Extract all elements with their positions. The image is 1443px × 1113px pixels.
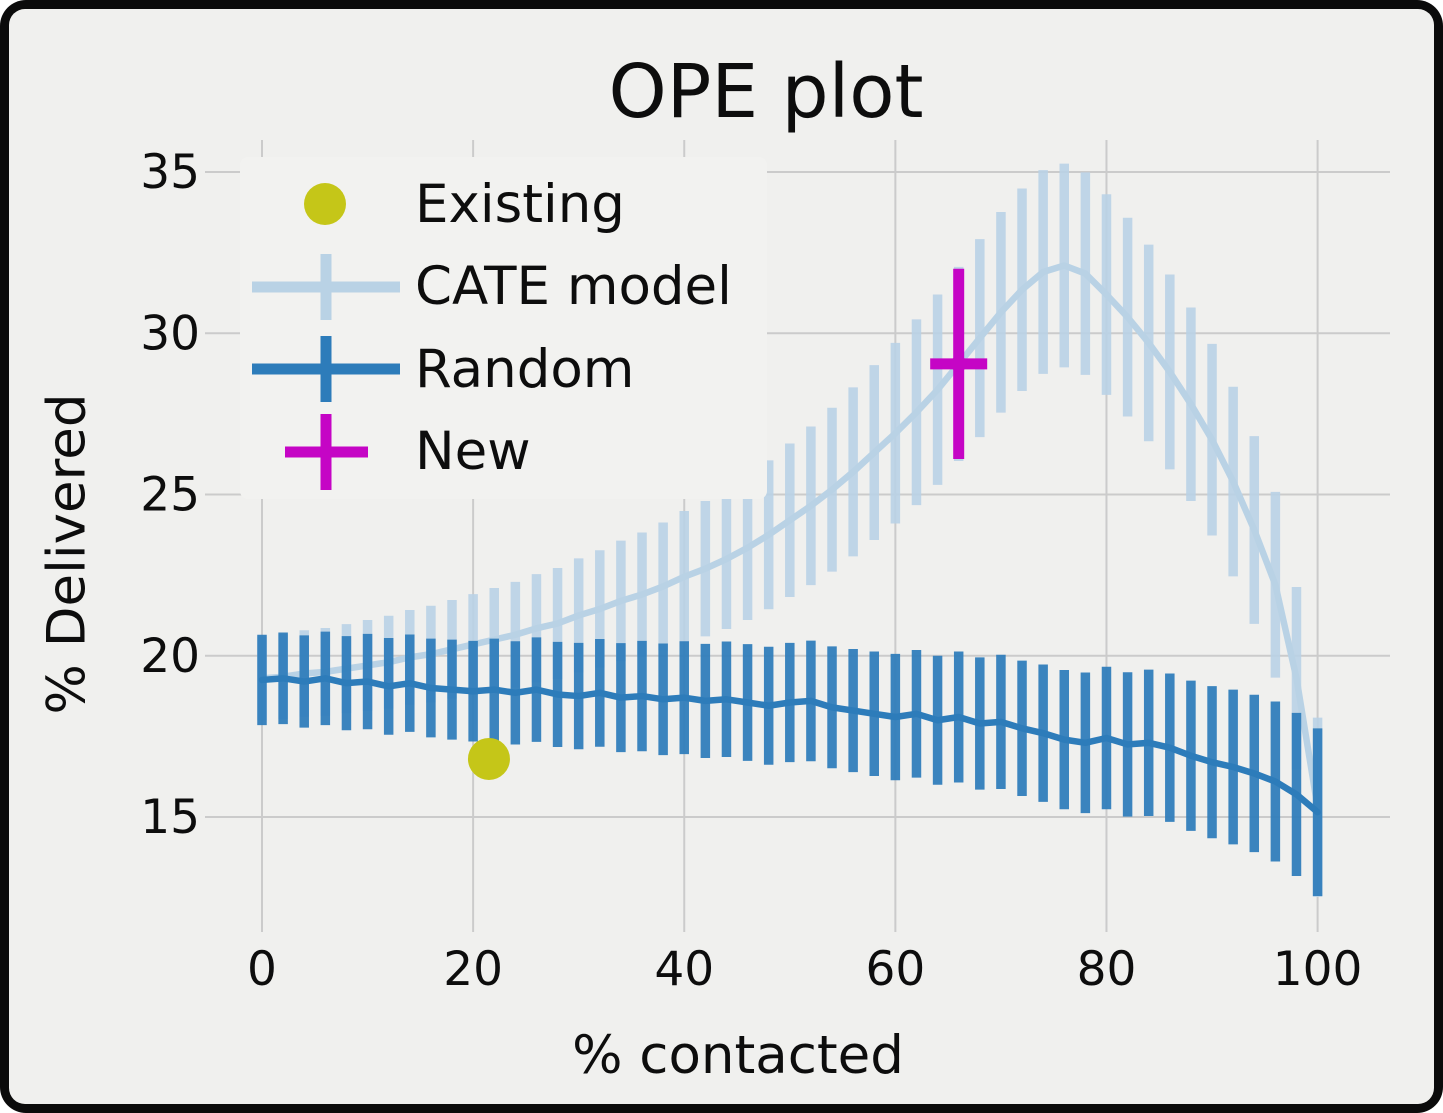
new-point-group xyxy=(930,268,988,460)
legend-item-existing: Existing xyxy=(240,164,767,244)
y-tick-label: 15 xyxy=(140,790,200,845)
y-tick-label: 30 xyxy=(140,306,200,361)
new-point xyxy=(950,355,967,372)
legend: Existing CATE model Random xyxy=(240,157,767,499)
x-tick-label: 0 xyxy=(247,942,277,997)
x-tick-label: 40 xyxy=(654,942,714,997)
existing-marker-icon xyxy=(304,183,346,226)
random-marker-icon xyxy=(252,336,400,403)
figure-background: 15 20 25 30 35 0 20 40 60 80 100 OPE plot % contac… xyxy=(9,9,1434,1104)
legend-label-random: Random xyxy=(415,338,635,400)
cate-model-marker-icon xyxy=(252,253,400,320)
random-line xyxy=(258,675,1321,816)
legend-item-new: New xyxy=(240,412,767,492)
x-tick-label: 100 xyxy=(1273,942,1363,997)
y-tick-label: 35 xyxy=(140,145,200,200)
tick-labels: 15 20 25 30 35 0 20 40 60 80 100 xyxy=(140,145,1362,997)
x-axis-label: % contacted xyxy=(572,1025,904,1086)
x-tick-label: 80 xyxy=(1077,942,1137,997)
legend-item-cate-model: CATE model xyxy=(240,247,767,327)
x-tick-label: 20 xyxy=(443,942,503,997)
x-tick-label: 60 xyxy=(865,942,925,997)
legend-label-existing: Existing xyxy=(415,173,625,235)
cate-line xyxy=(258,262,1321,811)
y-axis-label: % Delivered xyxy=(36,393,98,715)
legend-label-cate-model: CATE model xyxy=(415,256,732,318)
legend-label-new: New xyxy=(415,421,531,483)
new-marker-icon xyxy=(285,413,368,490)
y-tick-label: 20 xyxy=(140,629,200,684)
chart-title: OPE plot xyxy=(608,49,924,135)
existing-point xyxy=(467,737,510,780)
y-tick-label: 25 xyxy=(140,468,200,523)
legend-item-random: Random xyxy=(240,329,767,409)
ope-chart: 15 20 25 30 35 0 20 40 60 80 100 xyxy=(140,140,1390,997)
random-errorbars xyxy=(257,631,1323,897)
